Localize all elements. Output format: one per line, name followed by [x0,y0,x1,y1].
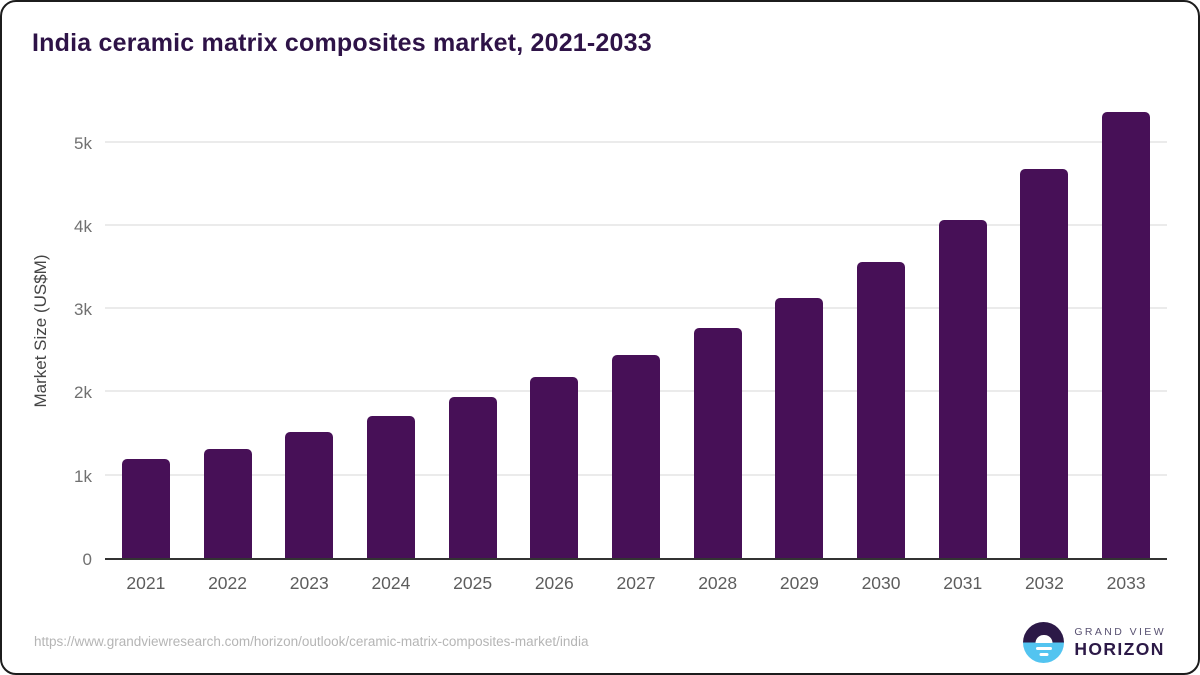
horizon-line-shape [1035,646,1052,650]
bar-2026 [530,377,579,558]
bar-column [432,102,514,558]
gridline [105,140,1167,143]
bar-column [677,102,759,558]
bar-column [1004,102,1086,558]
bar-column [922,102,1004,558]
x-axis-label: 2025 [453,573,493,593]
logo-product-name: HORIZON [1074,638,1165,659]
bar-2022 [203,448,252,558]
grand-view-horizon-logo: GRAND VIEW HORIZON [1023,622,1166,663]
bar-2032 [1020,169,1069,558]
y-tick-label: 1k [74,466,92,486]
bar-2033 [1102,111,1151,558]
gridline [105,307,1167,310]
logo-brand-name: GRAND VIEW [1074,626,1166,638]
x-axis-label: 2033 [1106,573,1146,593]
gridline [105,223,1167,226]
x-axis-label: 2032 [1024,573,1064,593]
bar-2030 [857,262,906,558]
x-axis-label: 2030 [861,573,901,593]
bar-column [187,102,269,558]
source-url: https://www.grandviewresearch.com/horizo… [34,634,589,649]
x-axis-label: 2031 [943,573,983,593]
bar-2027 [611,354,660,558]
bar-column [105,102,187,558]
x-axis-label: 2028 [698,573,738,593]
x-axis-label: 2029 [779,573,819,593]
y-tick-label: 5k [74,133,92,153]
y-tick-label: 0 [82,550,92,569]
plot-area [105,102,1167,560]
bar-column [595,102,677,558]
x-axis-label: 2024 [371,573,411,593]
x-axis-label: 2023 [289,573,329,593]
bar-2023 [285,432,334,558]
x-axis-label: 2021 [126,573,166,593]
bar-2024 [366,416,415,558]
bar-column [268,102,350,558]
bar-2029 [775,298,824,558]
sun-shape [1035,634,1053,643]
chart-title: India ceramic matrix composites market, … [32,29,652,57]
bar-2028 [693,328,742,558]
x-axis-labels: 2021 2022 2023 2024 2025 2026 2027 2028 2029 2030… [105,573,1167,594]
y-tick-label: 3k [74,300,92,320]
horizon-sunrise-icon [1023,622,1065,663]
x-axis-label: 2022 [208,573,247,593]
bar-2031 [938,219,987,558]
bar-column [840,102,922,558]
bar-column [350,102,432,558]
logo-text: GRAND VIEW HORIZON [1074,627,1166,658]
bar-column [1085,102,1167,558]
x-axis-label: 2026 [534,573,574,593]
bar-series [105,102,1167,558]
bar-column [759,102,841,558]
y-tick-label: 4k [74,216,92,236]
horizon-line-shape [1039,652,1049,656]
bar-column [513,102,595,558]
y-tick-label: 2k [74,383,92,403]
bar-2025 [448,397,497,558]
bar-2021 [121,458,170,558]
x-axis-label: 2027 [616,573,656,593]
